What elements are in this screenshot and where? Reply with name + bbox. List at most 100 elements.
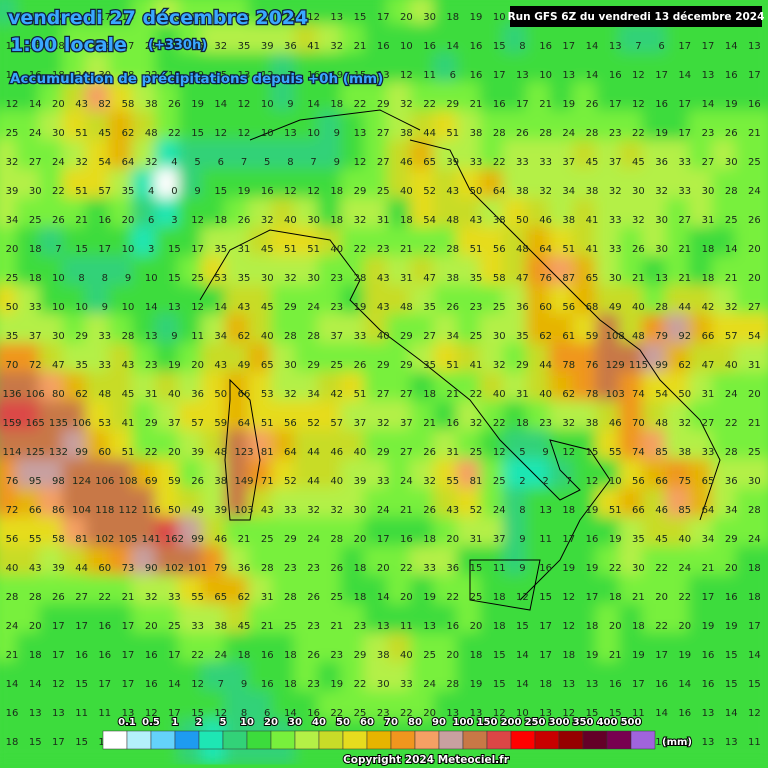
precip-value: 32 (145, 157, 158, 168)
precip-value: 3 (148, 244, 154, 255)
precip-value: 20 (678, 621, 691, 632)
precip-value: 17 (748, 70, 761, 81)
precip-value: 13 (470, 708, 483, 719)
precip-value: 13 (702, 708, 715, 719)
precip-value: 18 (330, 215, 343, 226)
precip-value: 43 (377, 302, 390, 313)
precip-value: 35 (632, 534, 645, 545)
precip-value: 33 (678, 186, 691, 197)
precip-value: 27 (29, 157, 42, 168)
precip-value: 38 (562, 215, 575, 226)
precip-value: 11 (423, 70, 436, 81)
precip-value: 33 (168, 592, 181, 603)
precip-value: 64 (284, 447, 297, 458)
precip-value: 29 (400, 360, 413, 371)
precip-value: 16 (702, 650, 715, 661)
precip-value: 30 (307, 273, 320, 284)
precip-value: 29 (377, 447, 390, 458)
precip-value: 29 (354, 186, 367, 197)
precip-value: 26 (168, 99, 181, 110)
precip-value: 99 (75, 447, 88, 458)
map-title: vendredi 27 décembre 2024 (8, 7, 308, 29)
precip-value: 80 (52, 389, 65, 400)
legend-label: 200 (501, 717, 522, 728)
precip-value: 24 (562, 128, 575, 139)
precip-value: 56 (6, 534, 19, 545)
precip-value: 7 (566, 476, 572, 487)
precip-value: 46 (539, 215, 552, 226)
precip-value: 13 (52, 708, 65, 719)
precip-value: 34 (6, 215, 19, 226)
precip-value: 55 (609, 447, 622, 458)
legend-label: 300 (549, 717, 570, 728)
precip-value: 65 (423, 157, 436, 168)
precip-value: 31 (446, 447, 459, 458)
precip-value: 33 (377, 476, 390, 487)
precip-value: 16 (655, 679, 668, 690)
legend-label: 0.1 (118, 717, 136, 728)
precip-value: 21 (122, 592, 135, 603)
precip-value: 17 (377, 12, 390, 23)
precip-value: 22 (400, 708, 413, 719)
precip-value: 8 (102, 273, 108, 284)
legend-label: 400 (597, 717, 618, 728)
precip-value: 18 (423, 534, 436, 545)
precip-value: 38 (493, 215, 506, 226)
precip-value: 18 (748, 563, 761, 574)
precip-value: 10 (609, 476, 622, 487)
precip-value: 13 (562, 679, 575, 690)
precip-value: 21 (75, 215, 88, 226)
precip-value: 22 (168, 128, 181, 139)
precip-value: 19 (725, 621, 738, 632)
precip-value: 22 (493, 157, 506, 168)
precip-value: 38 (678, 447, 691, 458)
precip-value: 22 (354, 244, 367, 255)
precip-value: 40 (354, 447, 367, 458)
precip-value: 8 (519, 505, 525, 516)
precip-value: 28 (446, 244, 459, 255)
precip-value: 41 (586, 215, 599, 226)
precip-value: 18 (29, 273, 42, 284)
precip-value: 43 (470, 215, 483, 226)
precip-value: 16 (446, 418, 459, 429)
precip-value: 30 (609, 273, 622, 284)
precip-value: 28 (725, 447, 738, 458)
precip-value: 17 (122, 621, 135, 632)
precip-value: 8 (241, 708, 247, 719)
precip-value: 25 (191, 273, 204, 284)
precip-value: 12 (145, 708, 158, 719)
legend-label: 1 (172, 717, 179, 728)
precip-value: 19 (562, 563, 575, 574)
precip-value: 13 (29, 708, 42, 719)
precip-value: 10 (29, 12, 42, 23)
precip-value: 22 (400, 563, 413, 574)
precip-value: 35 (122, 186, 135, 197)
precip-value: 29 (75, 331, 88, 342)
precip-value: 87 (562, 273, 575, 284)
precip-value: 18 (330, 99, 343, 110)
precip-value: 12 (678, 737, 691, 748)
precip-value: 33 (609, 244, 622, 255)
precip-value: 37 (562, 157, 575, 168)
precip-value: 40 (261, 331, 274, 342)
precip-value: 13 (145, 331, 158, 342)
precip-value: 51 (354, 389, 367, 400)
precip-value: 49 (609, 302, 622, 313)
precip-value: 17 (539, 650, 552, 661)
precip-value: 40 (632, 302, 645, 313)
precip-value: 16 (400, 534, 413, 545)
precip-value: 60 (539, 302, 552, 313)
precip-value: 21 (354, 41, 367, 52)
precip-value: 19 (330, 70, 343, 81)
precip-value: 9 (171, 331, 177, 342)
precip-value: 79 (655, 331, 668, 342)
precip-value: 13 (354, 128, 367, 139)
precip-value: 32 (400, 99, 413, 110)
precip-value: 21 (470, 99, 483, 110)
precip-value: 17 (98, 12, 111, 23)
precip-value: 15 (75, 244, 88, 255)
precip-value: 29 (446, 99, 459, 110)
precip-value: 136 (2, 389, 21, 400)
precip-value: 7 (241, 157, 247, 168)
precip-value: 11 (493, 563, 506, 574)
